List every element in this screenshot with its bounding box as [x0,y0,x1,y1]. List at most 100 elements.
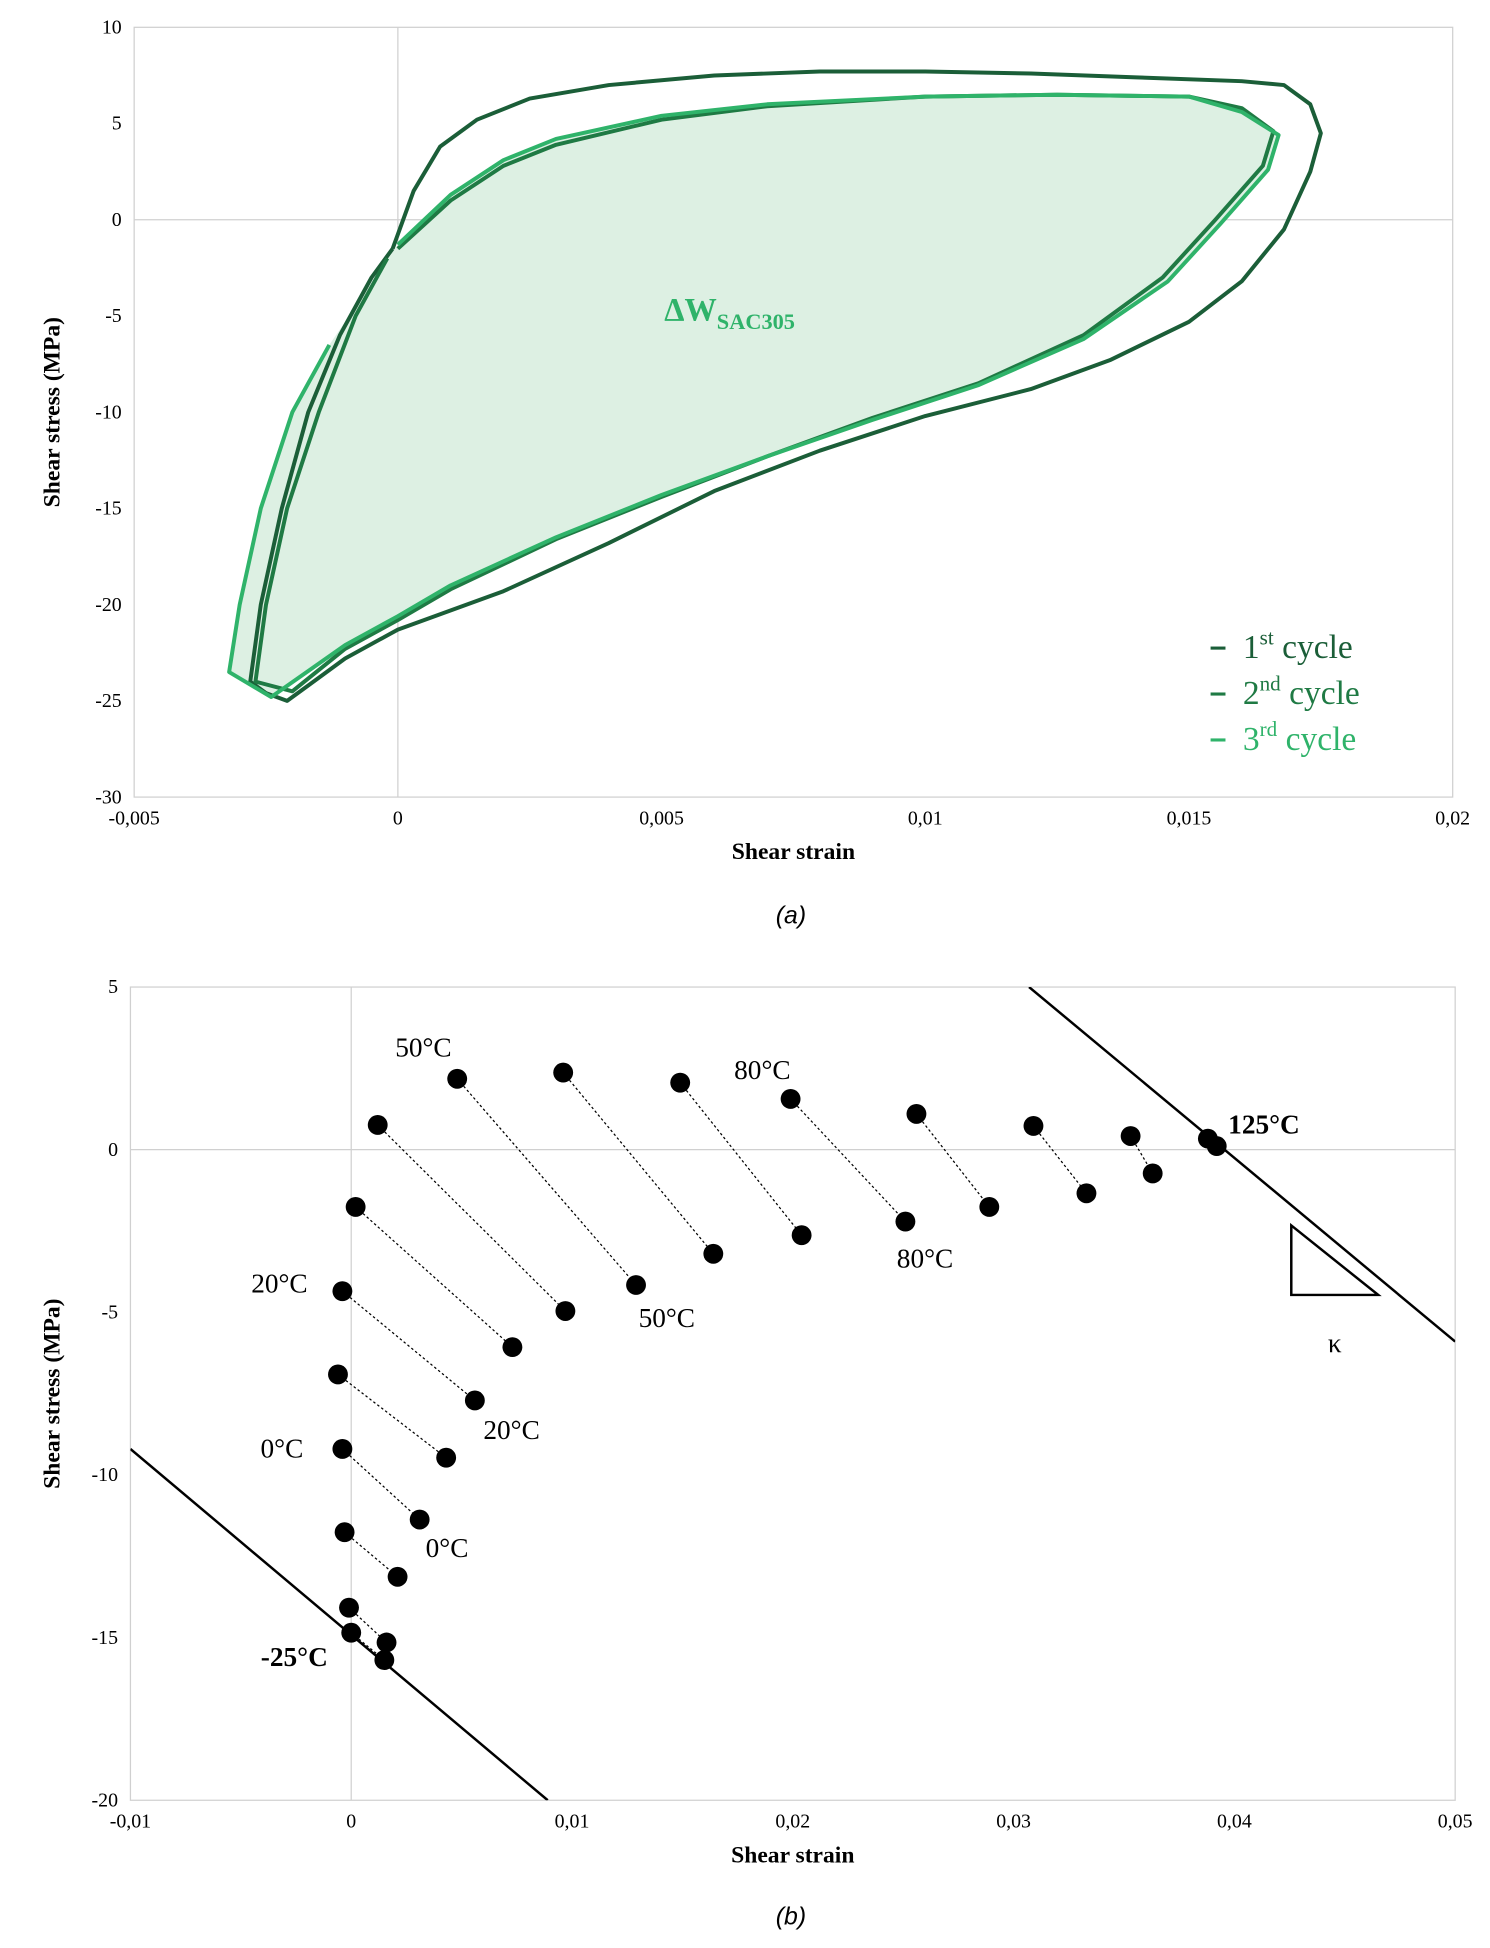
point [409,1509,430,1530]
slope-triangle [1290,1222,1382,1297]
loop-area [229,94,1279,698]
y-tick-label: -15 [92,1627,119,1649]
y-tick-label: -20 [95,594,122,616]
y-tick-label: 10 [102,17,122,39]
plot-frame [133,26,1454,798]
legend-label: 2nd cycle [1243,671,1360,712]
caption: (b) [776,1903,806,1930]
legend-num: 3 [1243,721,1260,758]
iso-line [1028,987,1456,1343]
connector [344,1531,398,1578]
point [374,1650,395,1670]
point [979,1196,1000,1217]
connector [456,1078,637,1286]
x-tick-label: -0,01 [110,1811,151,1833]
y-tick-label: -25 [95,690,122,712]
cycle-line [227,92,1281,699]
annotation: -25°C [261,1642,328,1672]
y-tick-label: -5 [101,1302,118,1324]
annotation: 0°C [426,1533,469,1563]
connector [355,1206,513,1348]
y-tick-label: -5 [105,305,122,327]
point [339,1597,359,1618]
y-tick-label: 5 [108,976,118,998]
annotation: 80°C [897,1244,953,1274]
point [895,1211,916,1232]
point [703,1243,724,1264]
marks [227,69,1323,703]
x-tick-label: 0,01 [908,807,943,829]
point [791,1225,812,1246]
annotation-text: ΔW [664,291,717,327]
legend-rest: cycle [1277,721,1356,758]
plot: -0,005 0 0,005 0,01 0,015 0,02 -30 -25 -20 -15 -10… [40,17,1470,866]
point [906,1103,927,1124]
connector [790,1098,906,1222]
annotation: 125°C [1228,1110,1300,1140]
point [555,1301,576,1321]
annotation: 50°C [395,1033,451,1063]
plot-frame [129,986,1456,1801]
annotation: 0°C [261,1434,304,1464]
connector [377,1124,566,1312]
cycle-line [248,69,1323,703]
annotation: 20°C [251,1268,307,1298]
x-axis-label: Shear strain [732,839,855,865]
x-axis-label: Shear strain [731,1842,854,1868]
point [1023,1116,1044,1136]
point [334,1522,355,1543]
point [328,1364,348,1385]
point [447,1068,468,1089]
iso-line [130,1447,549,1801]
legend-num: 2 [1243,675,1260,712]
point [502,1337,523,1358]
point [345,1196,366,1217]
y-tick-label: 0 [112,209,122,231]
point [332,1439,353,1459]
marks [130,987,1456,1801]
cycle-line [253,92,1276,694]
x-tick-label: 0 [393,807,403,829]
legend-rest: cycle [1281,675,1360,712]
y-tick-label: 0 [108,1139,118,1161]
point [1142,1163,1163,1184]
slope-label: κ [1328,1328,1342,1358]
y-axis-label: Shear stress (MPa) [40,317,66,507]
annotation: 50°C [639,1303,695,1333]
point [376,1632,397,1653]
y-tick-label: -10 [92,1464,119,1486]
legend-rest: cycle [1274,629,1353,666]
legend-label: 3rd cycle [1243,717,1356,758]
x-tick-label: 0,02 [775,1811,810,1833]
annotation: 80°C [734,1055,790,1085]
y-tick-label: -30 [95,786,122,808]
plot: -0,01 0 0,01 0,02 0,03 0,04 0,05 -20 -15 -10 -5 0 5 S… [40,976,1473,1868]
legend-label: 1st cycle [1243,625,1353,666]
legend-num: 1 [1243,629,1260,666]
legend-sup: st [1260,625,1274,649]
area-annotation: ΔWSAC305 [664,291,795,334]
legend-sup: nd [1260,671,1282,695]
x-tick-label: 0,04 [1217,1811,1252,1833]
point [670,1072,691,1093]
x-tick-label: -0,005 [108,807,159,829]
annotation: 20°C [483,1415,539,1445]
point [1076,1183,1097,1204]
point [1120,1126,1141,1146]
point [464,1390,485,1411]
x-tick-label: 0,03 [996,1811,1031,1833]
point [387,1566,408,1587]
y-tick-label: -20 [92,1789,119,1811]
x-tick-label: 0,05 [1438,1811,1473,1833]
legend-sup: rd [1260,717,1278,741]
point [1206,1136,1227,1157]
y-tick-label: -10 [95,401,122,423]
x-tick-label: 0,01 [555,1811,590,1833]
point [780,1089,801,1109]
point [332,1281,353,1302]
point [626,1275,646,1295]
y-tick-label: 5 [112,113,122,135]
connector [1032,1125,1087,1194]
point [367,1115,388,1135]
